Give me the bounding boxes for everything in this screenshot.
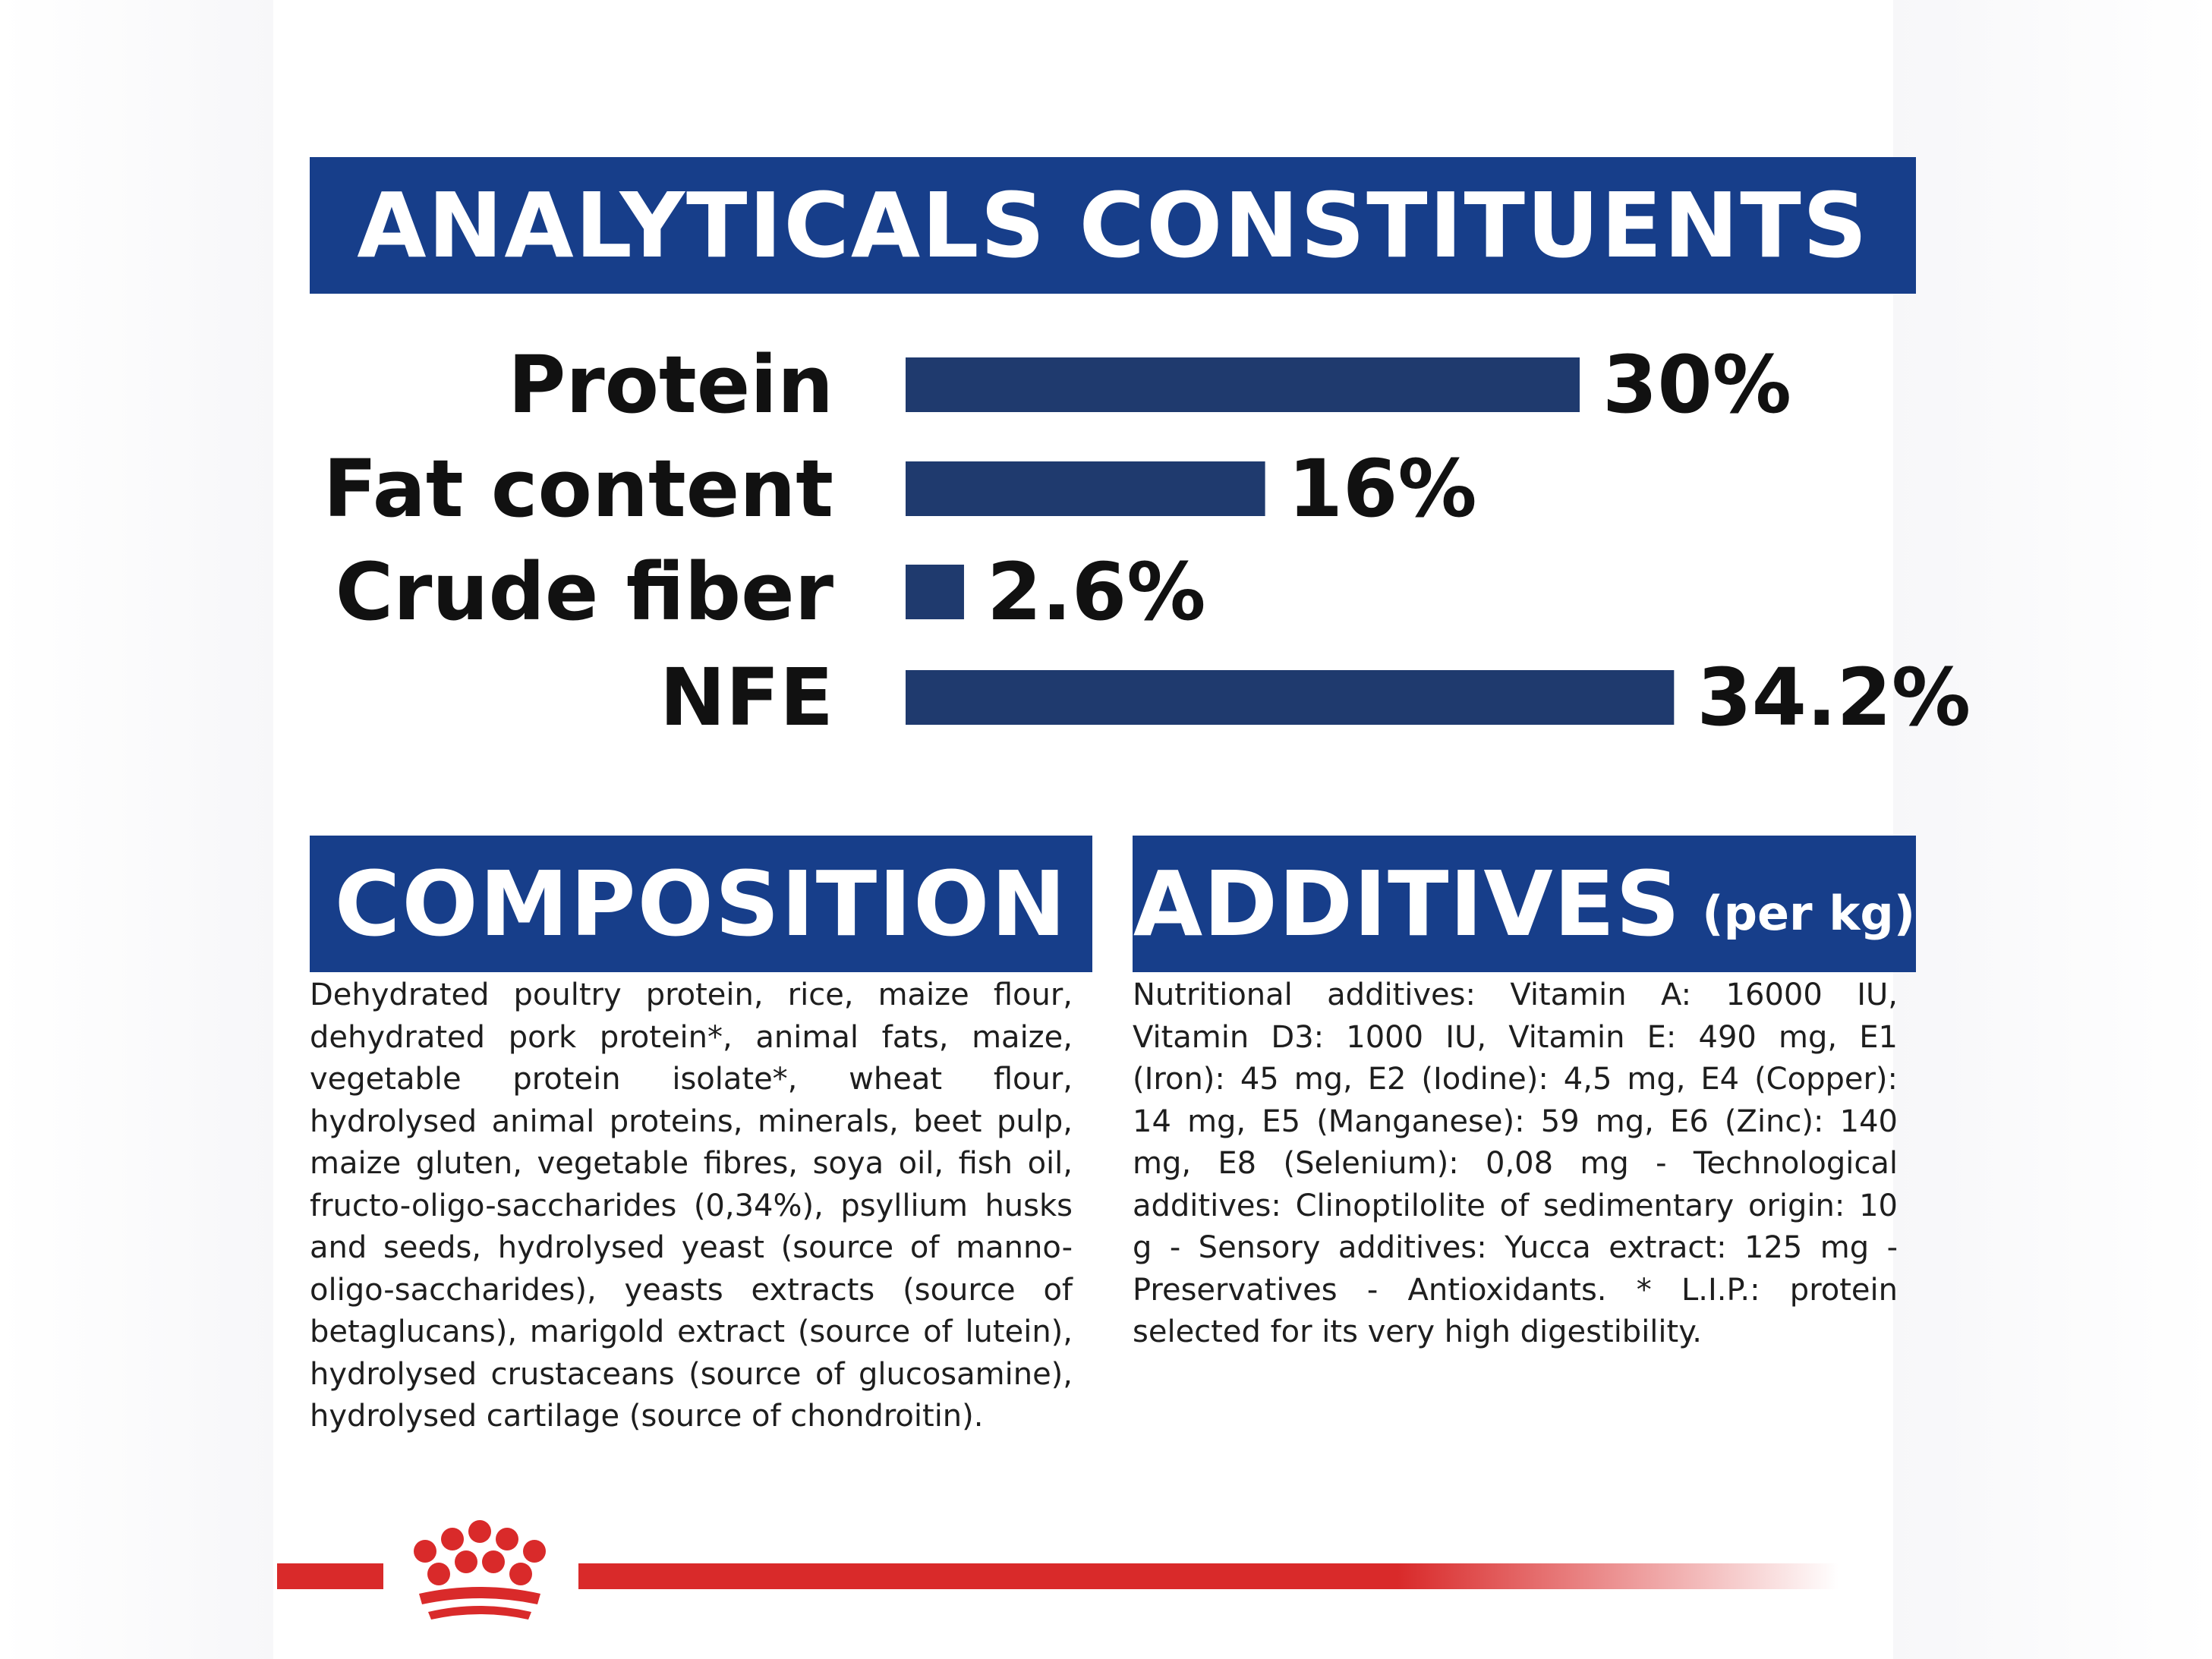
composition-text: Dehydrated poultry protein, rice, maize … [310, 977, 1073, 1434]
additives-header-suffix: (per kg) [1702, 885, 1916, 941]
category-label: Fat content [323, 442, 833, 535]
category-label: NFE [660, 651, 833, 744]
left-shade [0, 0, 273, 1659]
additives-text: Nutritional additives: Vitamin A: 16000 … [1133, 977, 1898, 1349]
value-label: 30% [1602, 338, 1791, 431]
footer-red-line-left [277, 1563, 383, 1589]
bar [906, 461, 1265, 516]
composition-header: COMPOSITION [310, 836, 1092, 972]
value-label: 2.6% [987, 546, 1205, 638]
analyticals-header: ANALYTICALS CONSTITUENTS [310, 157, 1916, 294]
analyticals-bar-chart: Protein 30% Fat content 16% Crude fiber 2.6% N… [323, 338, 1971, 744]
additives-header: ADDITIVES (per kg) [1133, 836, 1916, 972]
right-shade [1893, 0, 2212, 1659]
footer-red-line-right [578, 1563, 1839, 1589]
value-label: 16% [1288, 442, 1477, 535]
analyticals-header-text: ANALYTICALS CONSTITUENTS [357, 173, 1869, 278]
category-label: Protein [508, 338, 833, 431]
category-label: Crude fiber [336, 546, 833, 638]
bar [906, 670, 1675, 725]
composition-header-text: COMPOSITION [334, 852, 1068, 956]
additives-header-text: ADDITIVES [1133, 852, 1681, 956]
bar [906, 565, 964, 619]
value-label: 34.2% [1697, 651, 1971, 744]
bar [906, 357, 1580, 412]
crown-icon [414, 1520, 546, 1620]
